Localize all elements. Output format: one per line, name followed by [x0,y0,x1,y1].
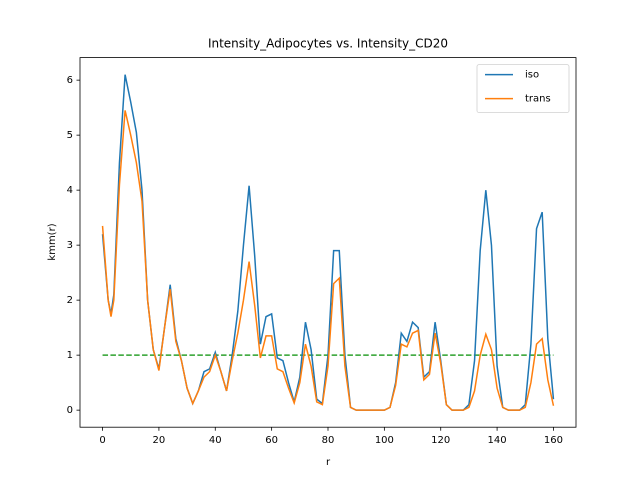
legend-label: iso [525,70,539,81]
x-tick-label: 100 [375,435,394,446]
legend-label: trans [525,94,551,105]
legend-box [476,64,570,113]
y-tick-label: 4 [67,185,73,196]
x-tick-label: 80 [322,435,335,446]
y-tick-label: 2 [67,295,73,306]
chart-title: Intensity_Adipocytes vs. Intensity_CD20 [208,37,448,51]
y-tick-label: 6 [67,75,73,86]
y-tick-label: 3 [67,240,73,251]
x-tick-label: 20 [153,435,166,446]
x-tick-label: 160 [544,435,563,446]
x-tick-label: 120 [431,435,450,446]
y-tick-label: 5 [67,130,73,141]
x-tick-label: 140 [488,435,507,446]
series-line [101,110,555,411]
y-axis-label: kmm(r) [47,223,58,260]
x-tick-label: 60 [265,435,278,446]
x-tick-label: 0 [99,435,105,446]
plot-frame [79,57,577,428]
x-axis-label: r [326,457,331,468]
y-tick-label: 0 [67,405,73,416]
x-tick-label: 40 [209,435,222,446]
y-tick-label: 1 [67,350,73,361]
